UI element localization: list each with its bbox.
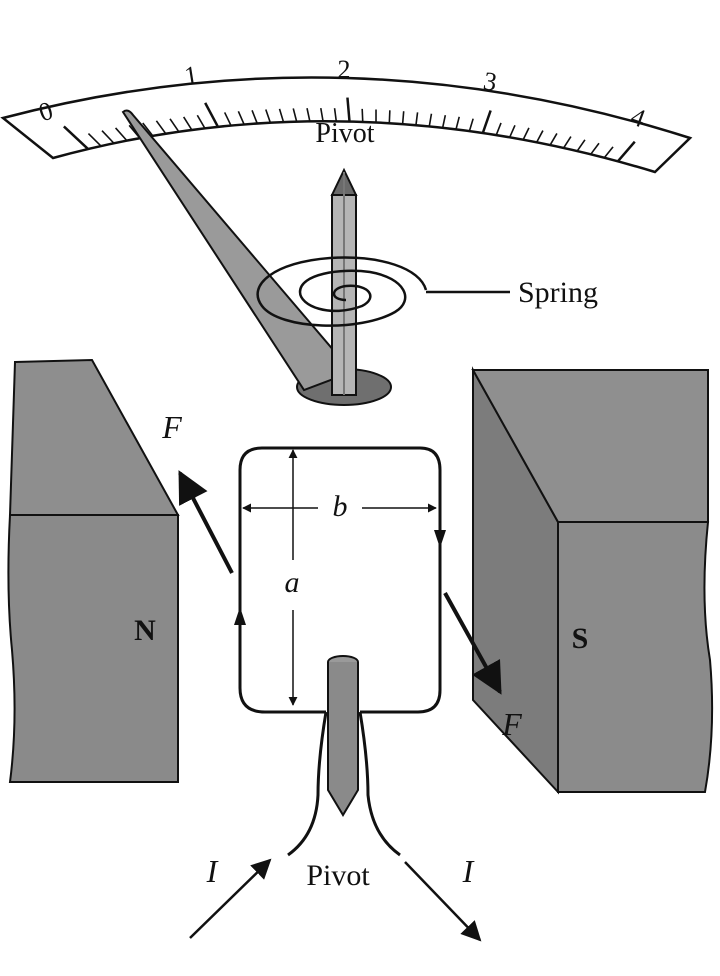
- scale-minor-tick: [265, 109, 272, 123]
- scale-major-tick: [346, 97, 351, 122]
- scale-minor-tick: [196, 114, 206, 129]
- scale-minor-tick: [455, 116, 461, 130]
- spiral-spring: [256, 256, 510, 327]
- pivot-shaft-bottom: [327, 655, 359, 817]
- current-out-arrow: [404, 861, 482, 942]
- dial-scale-ticks: [63, 97, 636, 163]
- scale-minor-tick: [237, 110, 245, 125]
- south-pole-label: S: [572, 622, 589, 655]
- scale-minor-tick: [87, 133, 102, 147]
- scale-minor-tick: [306, 108, 311, 122]
- scale-minor-tick: [508, 124, 516, 138]
- scale-minor-tick: [320, 107, 324, 122]
- spring-label: Spring: [518, 276, 598, 309]
- scale-minor-tick: [182, 116, 193, 131]
- scale-minor-tick: [428, 113, 433, 127]
- dial-scale-band: [0, 76, 693, 174]
- scale-minor-tick: [522, 127, 530, 141]
- scale-minor-tick: [535, 130, 544, 143]
- scale-minor-tick: [576, 139, 586, 152]
- dimension-a-label: a: [285, 566, 300, 599]
- scale-major-tick: [63, 125, 89, 150]
- scale-minor-tick: [401, 111, 405, 125]
- force-left-label: F: [161, 409, 182, 445]
- scale-major-tick: [204, 102, 220, 128]
- coil-arrow-down: [434, 530, 446, 548]
- scale-minor-tick: [292, 108, 298, 122]
- dial-scale: 0 1 2 3 4 Pivot: [0, 55, 693, 174]
- scale-minor-tick: [468, 118, 474, 132]
- north-magnet-front: [7, 514, 179, 783]
- current-out-label: I: [462, 853, 475, 889]
- pivot-bottom-label: Pivot: [306, 859, 370, 892]
- coil-current-direction: [234, 530, 446, 625]
- scale-minor-tick: [142, 122, 154, 137]
- north-magnet-top: [8, 358, 180, 516]
- north-pole-label: N: [134, 614, 156, 647]
- dial-scale-tick-labels: 0 1 2 3 4: [35, 55, 649, 133]
- scale-minor-tick: [388, 110, 391, 124]
- coil-arrow-up: [234, 607, 246, 625]
- pointer-arm: [121, 109, 354, 392]
- south-magnet-front: [557, 521, 714, 793]
- dimension-b-label: b: [333, 490, 348, 523]
- scale-minor-tick: [361, 108, 364, 122]
- force-arrow-right: [443, 592, 502, 695]
- scale-minor-tick: [169, 118, 180, 133]
- scale-label-1: 1: [182, 60, 199, 91]
- north-magnet: N: [7, 358, 180, 783]
- lead-wires: [287, 711, 401, 857]
- scale-major-tick: [481, 110, 492, 134]
- scale-label-3: 3: [481, 66, 499, 97]
- scale-minor-tick: [223, 112, 232, 126]
- scale-minor-tick: [590, 142, 600, 155]
- scale-minor-tick: [251, 110, 258, 124]
- force-right-label: F: [501, 706, 522, 742]
- pivot-top-label: Pivot: [315, 118, 374, 149]
- scale-major-tick: [616, 140, 636, 163]
- scale-minor-tick: [549, 133, 558, 146]
- scale-minor-tick: [278, 108, 285, 123]
- current-in-arrow: [189, 858, 272, 939]
- scale-minor-tick: [333, 108, 338, 122]
- scale-minor-tick: [101, 130, 115, 144]
- scale-label-2: 2: [338, 55, 351, 84]
- force-arrow-left: [178, 470, 234, 574]
- current-in-label: I: [206, 853, 219, 889]
- scale-minor-tick: [155, 120, 167, 135]
- scale-minor-tick: [441, 115, 447, 128]
- scale-minor-tick: [603, 146, 614, 159]
- scale-minor-tick: [114, 127, 128, 142]
- pivot-shaft-top: [330, 167, 358, 396]
- scale-minor-tick: [562, 136, 572, 149]
- current-coil: [238, 446, 442, 714]
- scale-minor-tick: [415, 112, 419, 126]
- scale-minor-tick: [495, 122, 502, 136]
